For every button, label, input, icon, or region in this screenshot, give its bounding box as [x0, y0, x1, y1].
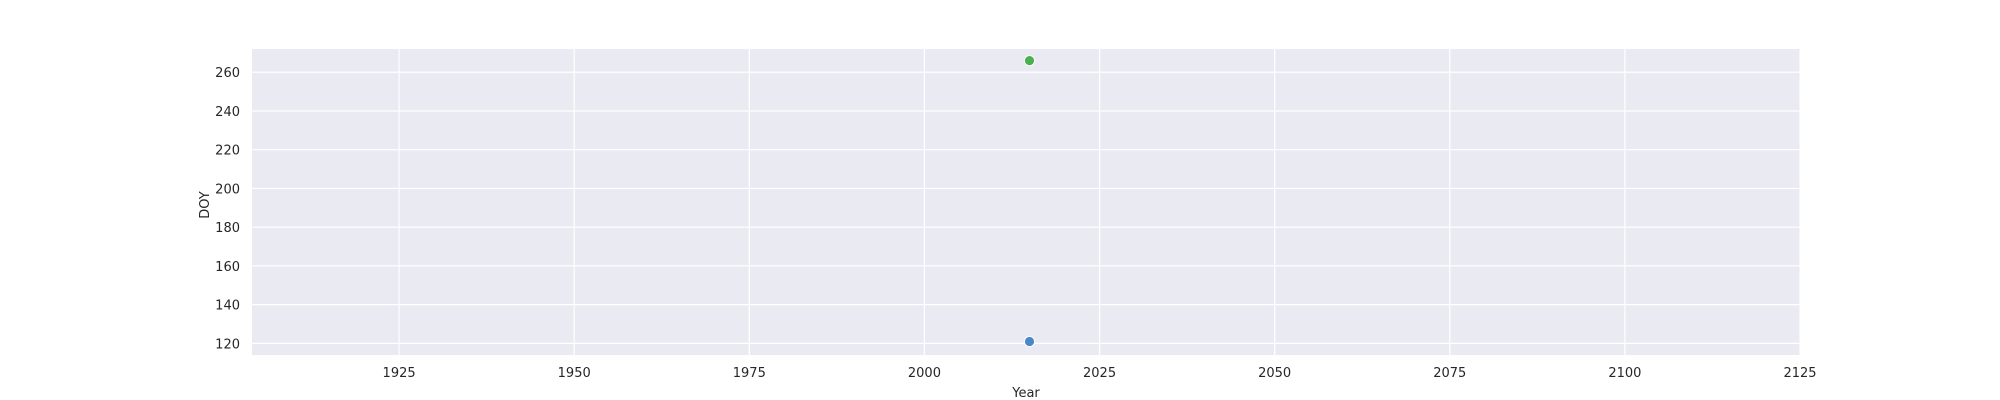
y-tick-label: 220 — [215, 144, 240, 159]
x-tick-label: 1925 — [383, 366, 416, 381]
x-tick-label: 2050 — [1258, 366, 1291, 381]
scatter-point — [1024, 336, 1035, 347]
x-tick-label: 2125 — [1783, 366, 1816, 381]
plot-area — [252, 49, 1800, 355]
x-axis-label: Year — [1011, 386, 1040, 400]
y-tick-label: 260 — [215, 66, 240, 81]
y-tick-label: 240 — [215, 105, 240, 120]
data-points — [1024, 55, 1035, 347]
y-axis-label: DOY — [198, 191, 213, 219]
x-tick-label: 2000 — [908, 366, 941, 381]
x-tick-label: 1950 — [558, 366, 591, 381]
y-tick-label: 140 — [215, 299, 240, 314]
x-tick-label: 2025 — [1083, 366, 1116, 381]
y-axis-ticks: 120 140 160 180 200 220 240 260 — [215, 66, 240, 352]
y-tick-label: 180 — [215, 221, 240, 236]
scatter-point — [1024, 55, 1035, 67]
x-axis-ticks: 1925 1950 1975 2000 2025 2050 2075 2100 2125 — [383, 366, 1817, 381]
y-tick-label: 160 — [215, 260, 240, 275]
x-tick-label: 2100 — [1608, 366, 1641, 381]
x-tick-label: 2075 — [1433, 366, 1466, 381]
x-tick-label: 1975 — [733, 366, 766, 381]
y-tick-label: 200 — [215, 182, 240, 197]
y-tick-label: 120 — [215, 337, 240, 352]
grid — [252, 49, 1801, 355]
